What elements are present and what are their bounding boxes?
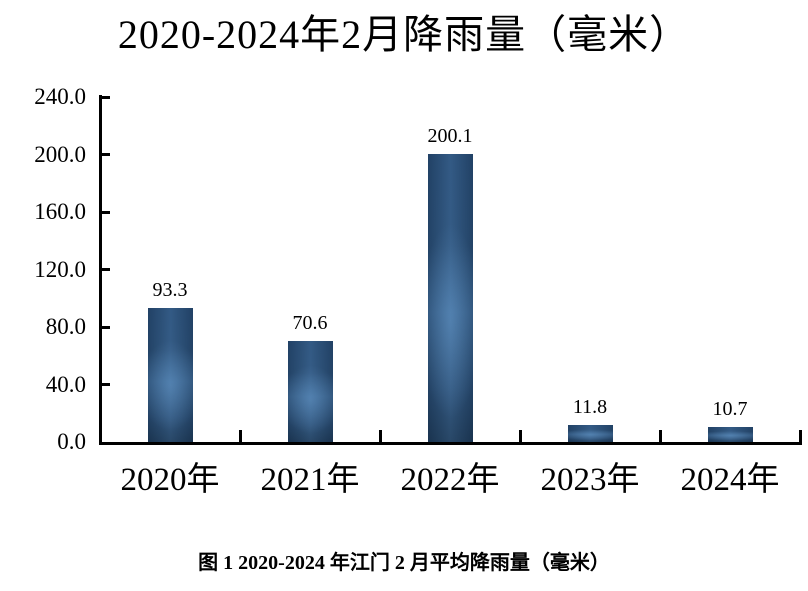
bar-value-label: 11.8 [572, 396, 608, 419]
x-axis-tick [658, 430, 662, 442]
figure-caption: 图 1 2020-2024 年江门 2 月平均降雨量（毫米） [198, 552, 610, 574]
y-axis-tick [100, 325, 110, 329]
bar-2022年 [427, 154, 473, 442]
bar-2024年 [707, 426, 753, 442]
y-axis-label: 240.0 [34, 84, 86, 109]
bar-value-label: 200.1 [427, 125, 473, 148]
x-axis-tick [378, 430, 382, 442]
y-axis-label: 200.0 [34, 141, 86, 167]
y-axis-label: 40.0 [45, 371, 86, 397]
x-axis-label: 2022年 [400, 462, 500, 498]
y-axis-tick [100, 268, 110, 271]
y-axis-label: 160.0 [34, 199, 86, 224]
bar-2023年 [567, 425, 613, 442]
bar-value-label: 10.7 [712, 397, 748, 420]
y-axis-tick [100, 210, 110, 214]
y-axis-tick [100, 153, 110, 156]
y-axis-label: 80.0 [45, 314, 86, 339]
bar-2021年 [287, 340, 333, 442]
x-axis-label: 2024年 [680, 462, 780, 498]
x-axis-tick [518, 430, 522, 442]
x-axis-label: 2021年 [260, 462, 360, 498]
x-axis-line [99, 442, 802, 445]
x-axis-tick [238, 430, 242, 442]
x-axis-tick [798, 430, 802, 442]
y-axis-label: 0.0 [57, 429, 86, 454]
y-axis-tick [100, 383, 110, 386]
chart-title: 2020-2024年2月降雨量（毫米） [117, 12, 691, 57]
bar-value-label: 70.6 [292, 311, 328, 334]
y-axis-tick [100, 95, 110, 99]
x-axis-label: 2023年 [540, 462, 640, 498]
y-axis-label: 120.0 [34, 256, 86, 282]
bar-2020年 [147, 307, 193, 442]
bar-value-label: 93.3 [152, 278, 188, 301]
x-axis-label: 2020年 [120, 462, 220, 498]
